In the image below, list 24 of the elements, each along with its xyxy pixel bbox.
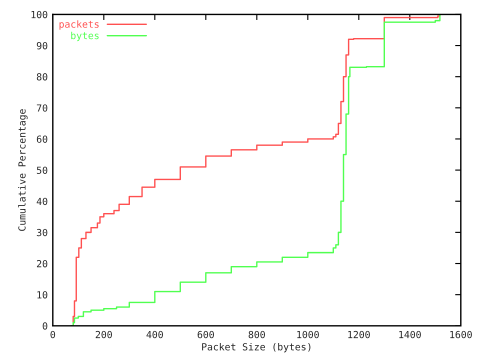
y-tick-label: 100 [32,10,48,18]
y-tick-label: 20 [36,260,48,268]
x-tick-label: 1000 [297,330,319,338]
y-tick-label: 60 [36,135,48,143]
y-tick-label: 30 [36,228,48,236]
x-tick-label: 1200 [348,330,370,338]
x-tick-label: 1600 [450,330,472,338]
x-tick-label: 600 [198,330,214,338]
x-tick-label: 0 [50,330,56,338]
x-tick-label: 400 [146,330,163,338]
y-tick-label: 50 [36,166,48,174]
x-tick-label: 800 [248,330,265,338]
legend-label: packets [60,20,99,30]
x-axis-title: Packet Size (bytes) [202,342,310,352]
legend-label: bytes [71,32,99,42]
y-tick-label: 10 [37,291,48,299]
y-axis-title: Cumulative Percentage [18,109,28,231]
y-tick-label: 90 [36,42,48,50]
y-tick-label: 0 [42,322,48,330]
x-tick-label: 200 [96,330,112,338]
y-tick-label: 80 [36,73,48,81]
y-tick-label: 70 [36,104,48,112]
x-tick-label: 1400 [399,330,421,338]
y-tick-label: 40 [36,198,48,206]
